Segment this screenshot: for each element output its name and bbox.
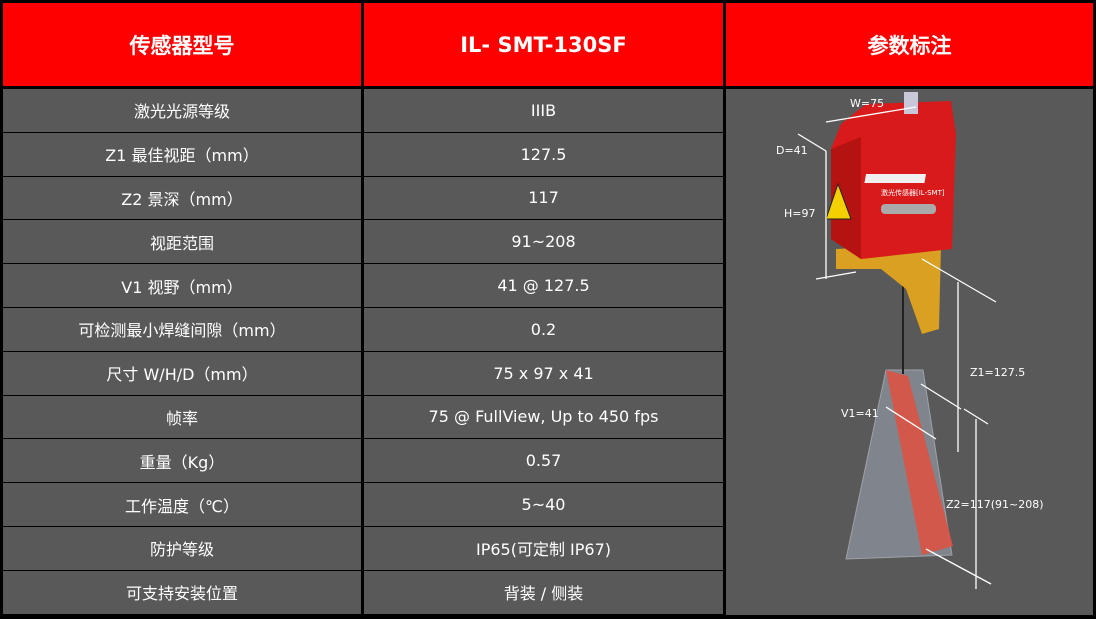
z1-label: Z1=127.5	[970, 366, 1025, 379]
spec-value: 117	[364, 176, 723, 220]
spec-value: 127.5	[364, 132, 723, 176]
laser-plane	[886, 370, 953, 555]
spec-label: V1 视野（mm）	[3, 264, 361, 307]
height-label: H=97	[784, 207, 816, 220]
spec-value: IP65(可定制 IP67)	[364, 527, 723, 570]
spec-label: 工作温度（℃）	[3, 483, 361, 526]
spec-value: 背装 / 侧装	[364, 570, 723, 614]
spec-label: 尺寸 W/H/D（mm）	[3, 351, 361, 395]
spec-value: 75 x 97 x 41	[364, 351, 723, 395]
spec-label: 帧率	[3, 395, 361, 439]
z2-label: Z2=117(91~208)	[946, 498, 1044, 511]
spec-value: 0.57	[364, 439, 723, 483]
spec-value: 41 @ 127.5	[364, 264, 723, 307]
spec-label: 防护等级	[3, 527, 361, 570]
spec-label: Z2 景深（mm）	[3, 176, 361, 220]
sensor-label: 激光传感器[IL-SMT]	[881, 188, 945, 197]
v1-label: V1=41	[841, 407, 879, 420]
spec-label: 视距范围	[3, 220, 361, 264]
spec-label: 激光光源等级	[3, 89, 361, 132]
spec-value: IIIB	[364, 89, 723, 132]
spec-label: 可检测最小焊缝间隙（mm）	[3, 308, 361, 351]
header-model-value: IL- SMT-130SF	[364, 3, 723, 86]
spec-value: 91~208	[364, 220, 723, 264]
width-label: W=75	[850, 97, 884, 110]
mount-bracket	[836, 244, 941, 334]
spec-label: 可支持安装位置	[3, 570, 361, 614]
spec-value: 75 @ FullView, Up to 450 fps	[364, 395, 723, 439]
spec-value: 5~40	[364, 483, 723, 526]
spec-label: Z1 最佳视距（mm）	[3, 132, 361, 176]
spec-value: 0.2	[364, 308, 723, 351]
spec-table: 传感器型号 IL- SMT-130SF 参数标注 激光光源等级 IIIB Z1 最佳…	[3, 3, 1093, 615]
header-annotation: 参数标注	[726, 3, 1093, 86]
connector	[904, 92, 918, 114]
spec-label: 重量（Kg）	[3, 439, 361, 483]
header-sensor-model: 传感器型号	[3, 3, 361, 86]
sensor-dimension-diagram: 激光传感器[IL-SMT] W=75 D=41 H=97 Z1=127.5	[726, 89, 1093, 615]
depth-label: D=41	[776, 144, 808, 157]
